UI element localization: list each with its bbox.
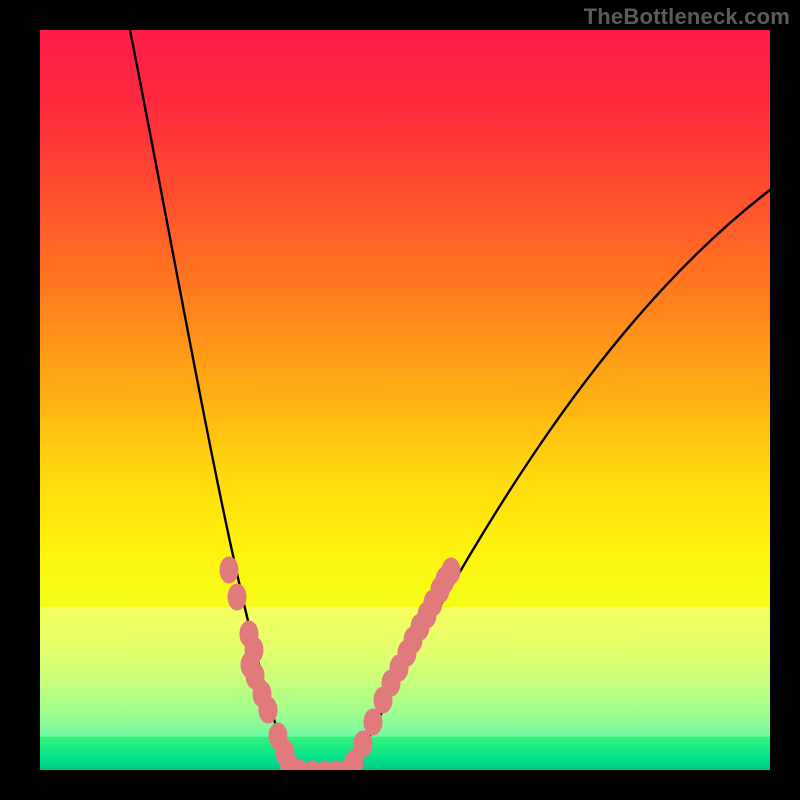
marker-dot (364, 709, 382, 735)
chart-stage: TheBottleneck.com (0, 0, 800, 800)
marker-dot (442, 558, 460, 584)
marker-dot (220, 557, 238, 583)
watermark-text: TheBottleneck.com (584, 4, 790, 30)
marker-dot (228, 584, 246, 610)
marker-dot (291, 760, 309, 786)
plot-area (40, 30, 770, 787)
chart-svg (0, 0, 800, 800)
marker-dot (354, 731, 372, 757)
marker-dot (259, 697, 277, 723)
